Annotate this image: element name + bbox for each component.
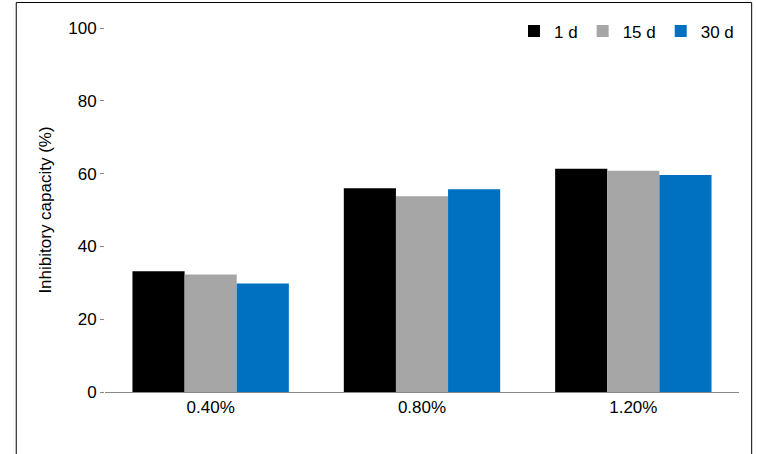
svg-text:Inhibitory capacity (%): Inhibitory capacity (%) bbox=[36, 126, 55, 293]
svg-text:15 d: 15 d bbox=[623, 23, 656, 42]
svg-text:1.20%: 1.20% bbox=[609, 398, 657, 417]
svg-text:30 d: 30 d bbox=[701, 23, 734, 42]
svg-text:40: 40 bbox=[78, 237, 97, 256]
svg-text:60: 60 bbox=[78, 165, 97, 184]
svg-text:0.40%: 0.40% bbox=[187, 398, 235, 417]
svg-text:100: 100 bbox=[68, 19, 96, 38]
svg-text:0.80%: 0.80% bbox=[398, 398, 446, 417]
svg-text:1 d: 1 d bbox=[554, 23, 578, 42]
svg-text:20: 20 bbox=[78, 310, 97, 329]
svg-text:0: 0 bbox=[87, 383, 96, 402]
svg-text:80: 80 bbox=[78, 92, 97, 111]
